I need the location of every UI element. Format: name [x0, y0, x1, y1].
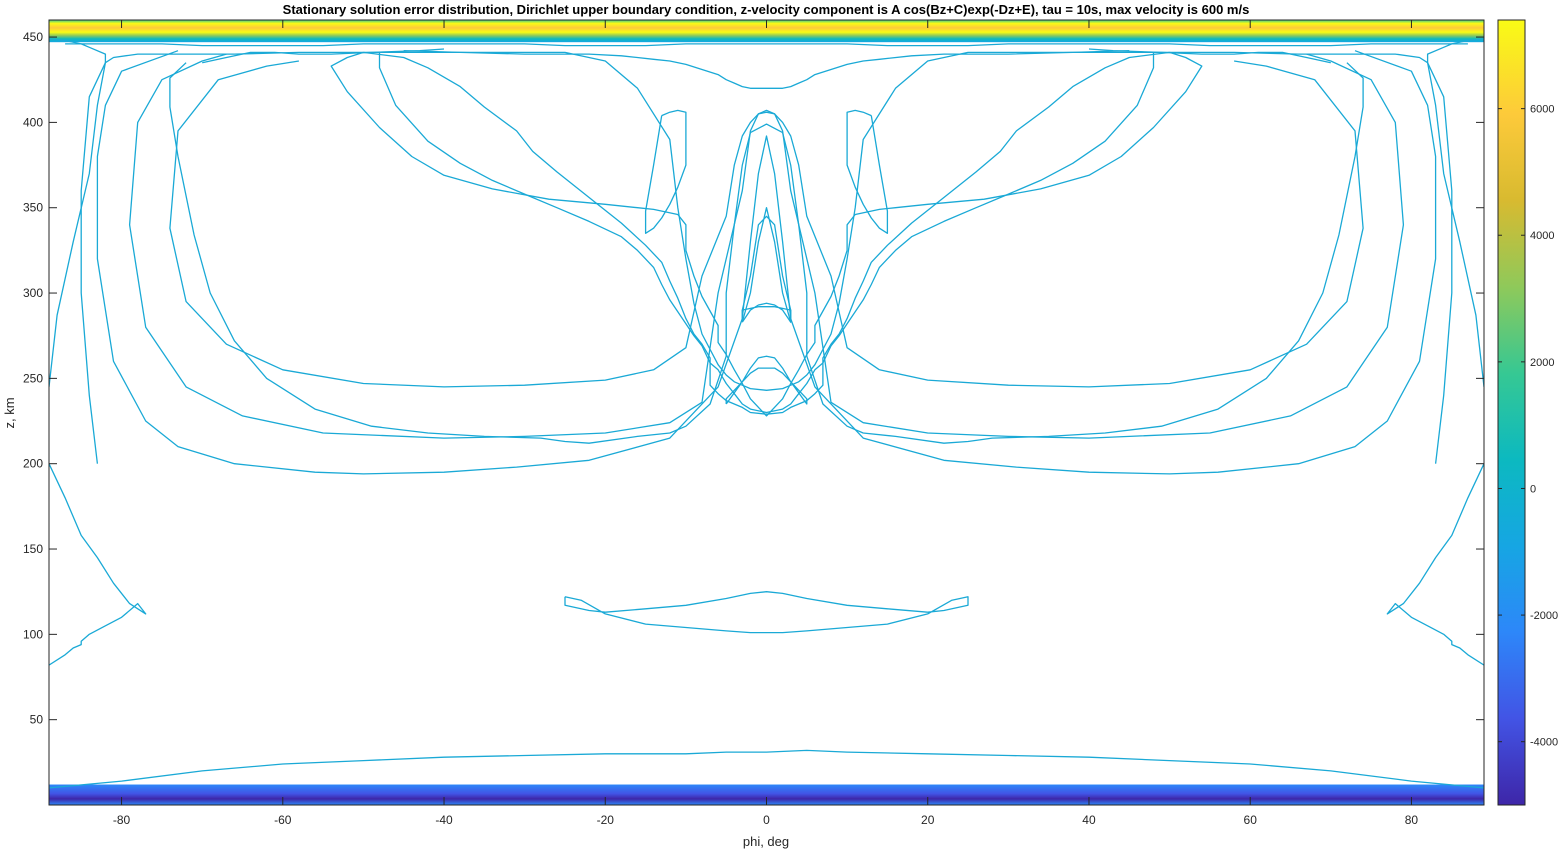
contour-line-19: [725, 355, 808, 405]
x-tick-label: 80: [1405, 813, 1419, 827]
boundary-bands: [49, 20, 1484, 805]
y-tick-label: 450: [23, 30, 43, 44]
colorbar: -4000 -2000 0 2000 4000 6000: [1497, 19, 1558, 806]
x-tick-label: 40: [1082, 813, 1096, 827]
x-tick-label: -60: [274, 813, 292, 827]
chart-title: Stationary solution error distribution, …: [283, 2, 1250, 17]
contour-line-12: [378, 52, 1155, 414]
contour-lines: [49, 38, 1484, 789]
contour-line-20: [741, 302, 792, 323]
contour-line-13: [363, 51, 1170, 415]
contour-line-21: [741, 207, 792, 323]
contour-line-3: [1386, 463, 1484, 666]
y-tick-label: 150: [23, 542, 43, 556]
x-axis: -80 -60 -40 -20 0 20 40 60 80: [113, 20, 1419, 827]
colorbar-tick-label: 2000: [1530, 357, 1554, 369]
contour-line-10: [169, 62, 1364, 444]
contour-line-11: [330, 51, 1203, 417]
contour-line-2: [49, 463, 147, 666]
contour-line-16: [644, 109, 687, 234]
contour-line-9: [202, 51, 1331, 391]
contour-line-18: [564, 591, 969, 634]
contour-line-22: [49, 749, 1484, 789]
colorbar-tick-label: 6000: [1530, 104, 1554, 116]
x-tick-label: 20: [921, 813, 935, 827]
colorbar-gradient: [1497, 19, 1526, 806]
y-tick-label: 50: [30, 713, 44, 727]
x-tick-label: -80: [113, 813, 131, 827]
x-axis-label: phi, deg: [743, 834, 789, 849]
x-tick-label: -40: [435, 813, 453, 827]
contour-line-14: [403, 50, 1130, 89]
contour-line-17: [846, 109, 889, 234]
y-tick-label: 250: [23, 371, 43, 385]
x-tick-label: 0: [763, 813, 770, 827]
colorbar-tick-label: -2000: [1530, 610, 1558, 622]
y-tick-label: 300: [23, 286, 43, 300]
band-top: [49, 20, 1484, 43]
y-tick-label: 400: [23, 115, 43, 129]
colorbar-ticks: -4000 -2000 0 2000 4000 6000: [1498, 104, 1558, 749]
y-tick-label: 100: [23, 627, 43, 641]
y-tick-label: 200: [23, 457, 43, 471]
colorbar-tick-label: 4000: [1530, 230, 1554, 242]
x-tick-label: -20: [597, 813, 615, 827]
x-tick-label: 60: [1244, 813, 1258, 827]
y-axis-label: z, km: [2, 397, 17, 428]
y-tick-label: 350: [23, 201, 43, 215]
plot-area: [49, 20, 1484, 805]
contour-line-15: [65, 43, 1468, 47]
colorbar-tick-label: -4000: [1530, 737, 1558, 749]
contour-line-6: [96, 50, 1437, 475]
contour-line-7: [128, 53, 1405, 439]
band-bottom: [49, 784, 1484, 805]
contour-line-8: [169, 60, 1364, 388]
y-axis: 50 100 150 200 250 300 350 400 450: [23, 30, 1484, 727]
colorbar-tick-label: 0: [1530, 483, 1536, 495]
